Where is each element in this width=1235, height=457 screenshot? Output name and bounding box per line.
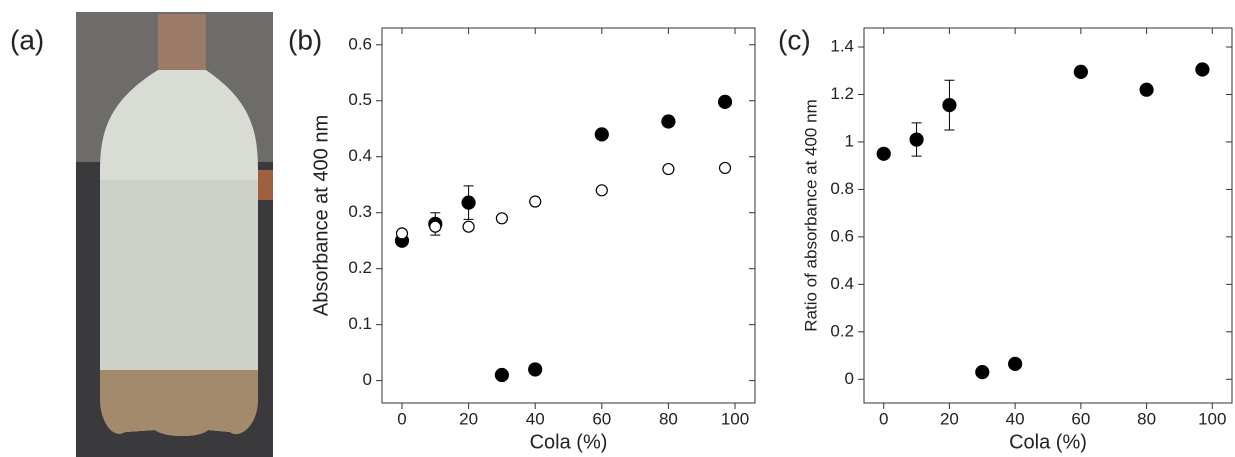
data-point [718, 161, 732, 175]
data-point [717, 94, 733, 109]
x-tick-label: 80 [659, 409, 678, 428]
y-axis-label: Ratio of absorbance at 400 nm [801, 99, 820, 331]
data-point [1008, 356, 1023, 371]
data-point [461, 195, 476, 210]
x-tick-label: 100 [1198, 409, 1226, 428]
y-tick-label: 0.3 [348, 202, 372, 221]
panel-label: (b) [288, 24, 322, 55]
data-point [594, 127, 609, 142]
y-tick-label: 0.5 [348, 90, 372, 109]
y-tick-label: 0 [845, 369, 854, 388]
data-point [494, 367, 509, 383]
plot-frame [863, 27, 1233, 404]
y-tick-label: 0.4 [830, 274, 854, 293]
x-tick-label: 60 [1071, 409, 1090, 428]
y-tick-label: 0.4 [348, 146, 372, 165]
plot-frame [381, 27, 756, 404]
data-point [529, 195, 542, 208]
data-point [661, 114, 676, 129]
x-tick-label: 20 [459, 409, 478, 428]
x-tick-label: 40 [1006, 409, 1025, 428]
x-tick-label: 0 [397, 409, 406, 428]
data-point [528, 362, 543, 377]
panel-label: (c) [778, 24, 811, 55]
y-tick-label: 0.1 [348, 314, 372, 333]
y-tick-label: 1.4 [830, 36, 854, 55]
data-point [1073, 64, 1088, 80]
data-point [909, 132, 924, 147]
data-point [1139, 82, 1154, 97]
panel-label: (a) [10, 24, 44, 55]
data-point [395, 227, 409, 240]
y-tick-label: 0.2 [348, 258, 372, 277]
data-point [595, 184, 608, 197]
y-tick-label: 0.6 [830, 226, 854, 245]
x-tick-label: 0 [879, 409, 888, 428]
x-tick-label: 100 [721, 409, 749, 428]
y-tick-label: 1 [845, 131, 854, 150]
y-tick-label: 1.2 [830, 84, 854, 103]
data-point [975, 365, 990, 380]
x-tick-label: 80 [1137, 409, 1156, 428]
data-point [495, 212, 508, 225]
y-tick-label: 0.8 [830, 179, 854, 198]
y-axis-label: Absorbance at 400 nm [310, 115, 332, 316]
data-point [876, 146, 891, 161]
x-tick-label: 40 [526, 409, 545, 428]
y-tick-label: 0.2 [830, 321, 854, 340]
data-point [942, 98, 957, 113]
x-tick-label: 20 [940, 409, 959, 428]
data-point [462, 220, 475, 233]
data-point [662, 162, 675, 176]
y-tick-label: 0 [363, 370, 372, 389]
x-tick-label: 60 [592, 409, 611, 428]
data-point [1195, 62, 1210, 77]
y-tick-label: 0.6 [348, 34, 372, 53]
photo [76, 12, 273, 457]
data-point [429, 220, 442, 233]
x-axis-label: Cola (%) [530, 431, 608, 453]
x-axis-label: Cola (%) [1009, 431, 1087, 453]
